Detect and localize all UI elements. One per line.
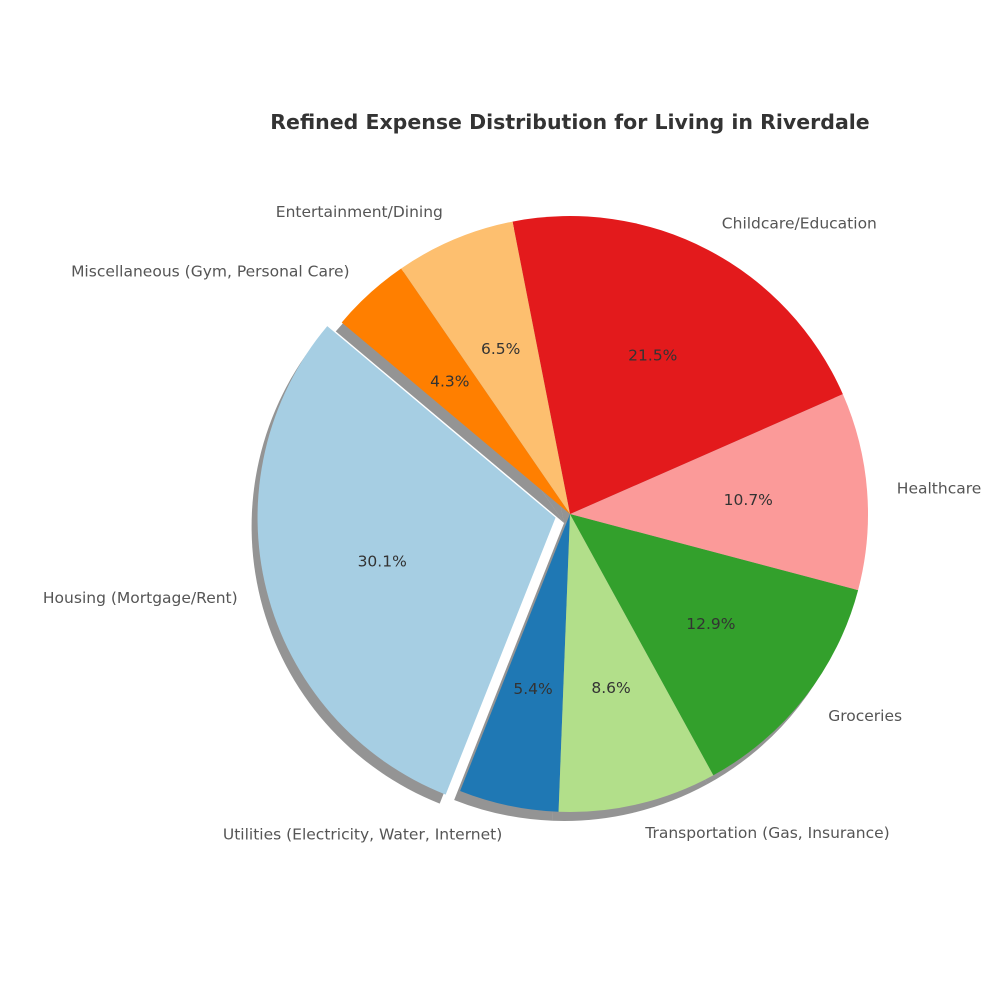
percent-label-utilities-electricity-water-internet: 5.4% [513, 680, 552, 698]
percent-label-miscellaneous-gym-personal-care: 4.3% [430, 373, 469, 391]
slice-label-housing-mortgage-rent: Housing (Mortgage/Rent) [43, 589, 238, 607]
percent-label-groceries: 12.9% [686, 615, 735, 633]
slice-label-childcare-education: Childcare/Education [722, 214, 877, 232]
pie-slice-utilities-electricity-water-internet [460, 514, 570, 812]
slice-label-entertainment-dining: Entertainment/Dining [276, 203, 443, 221]
slice-label-utilities-electricity-water-internet: Utilities (Electricity, Water, Internet) [223, 826, 502, 844]
pie-slice-miscellaneous-gym-personal-care [341, 268, 570, 514]
percent-label-layer: 30.1% 5.4% 8.6% 12.9% 10.7% 21.5% 6.5% 4.3% [358, 340, 773, 698]
slice-label-miscellaneous-gym-personal-care: Miscellaneous (Gym, Personal Care) [71, 262, 350, 280]
pie-slice-groceries [570, 514, 859, 776]
pie-slice-childcare-education [512, 215, 843, 514]
slice-label-transportation-gas-insurance: Transportation (Gas, Insurance) [644, 824, 889, 842]
slice-label-layer: Housing (Mortgage/Rent) Utilities (Electr… [43, 203, 981, 844]
slice-label-groceries: Groceries [828, 707, 902, 725]
pie-slice-layer [257, 215, 868, 812]
percent-label-entertainment-dining: 6.5% [481, 340, 520, 358]
pie-slice-transportation-gas-insurance [558, 514, 714, 812]
slice-label-healthcare: Healthcare [897, 480, 982, 498]
pie-slice-healthcare [570, 394, 868, 591]
chart-title: Refined Expense Distribution for Living … [270, 110, 869, 134]
pie-slice-housing-mortgage-rent [257, 326, 556, 795]
percent-label-childcare-education: 21.5% [628, 347, 677, 365]
percent-label-transportation-gas-insurance: 8.6% [591, 679, 630, 697]
percent-label-housing-mortgage-rent: 30.1% [358, 553, 407, 571]
percent-label-healthcare: 10.7% [724, 491, 773, 509]
pie-slice-entertainment-dining [401, 221, 570, 514]
